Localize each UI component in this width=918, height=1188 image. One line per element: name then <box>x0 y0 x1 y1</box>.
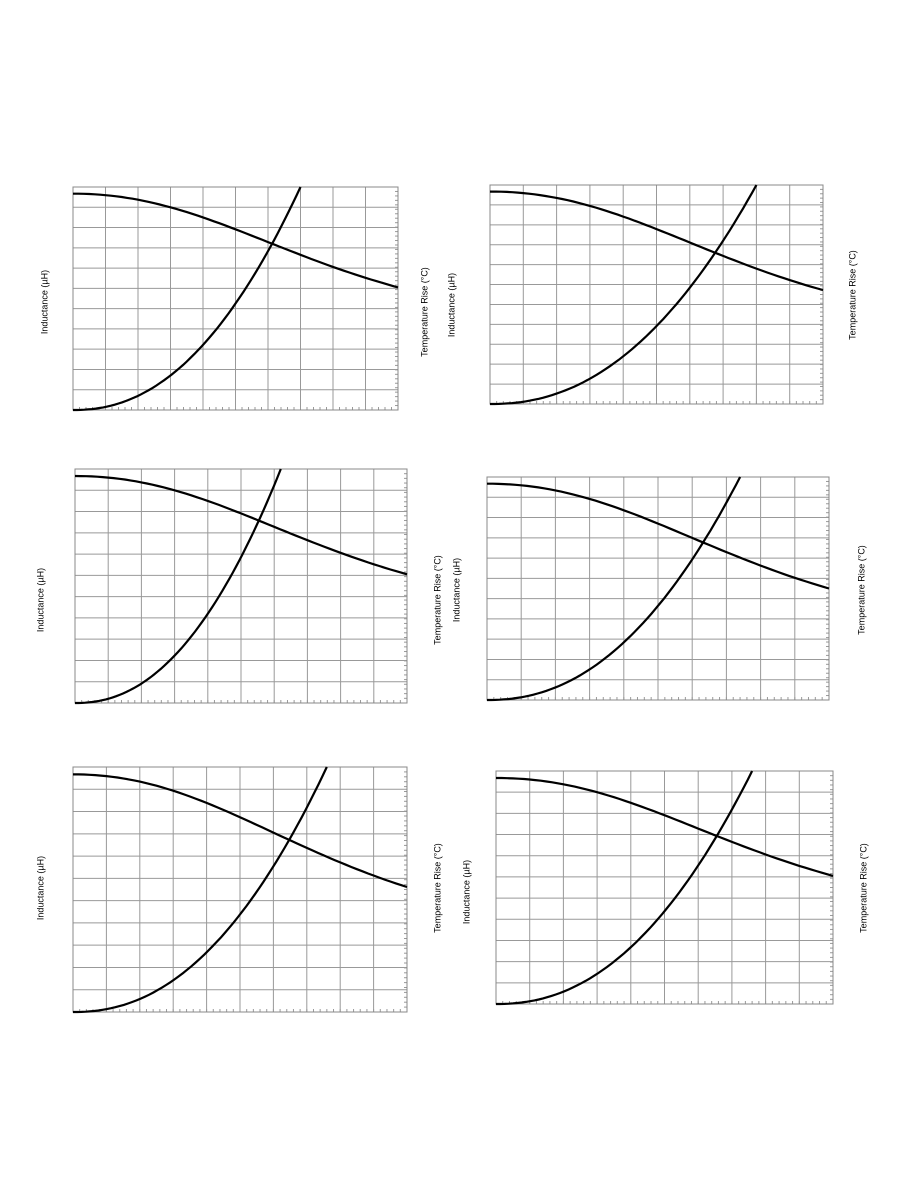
temperature-curve <box>75 468 282 705</box>
plot-frame <box>495 770 834 1005</box>
y2-axis-label: Temperature Rise (°C) <box>856 545 866 635</box>
inductance-curve <box>487 482 830 590</box>
y2-axis-label: Temperature Rise (°C) <box>419 267 429 357</box>
plot-frame <box>72 766 408 1013</box>
temperature-curve <box>487 476 742 702</box>
plot-frame <box>489 184 824 405</box>
y2-axis-label: Temperature Rise (°C) <box>432 555 442 645</box>
y2-axis-label: Temperature Rise (°C) <box>847 250 857 340</box>
temperature-curve <box>496 770 754 1006</box>
y-axis-label: Inductance (µH) <box>461 860 471 924</box>
temperature-curve <box>73 766 328 1014</box>
y-axis-label: Inductance (µH) <box>39 270 49 334</box>
inductance-curve <box>490 190 824 292</box>
y-axis-label: Inductance (µH) <box>451 558 461 622</box>
inductance-curve <box>73 192 399 289</box>
y-axis-label: Inductance (µH) <box>35 568 45 632</box>
plot-frame <box>74 468 408 704</box>
inductance-curve <box>73 773 408 889</box>
y2-axis-label: Temperature Rise (°C) <box>432 843 442 933</box>
temperature-curve <box>490 184 758 406</box>
inductance-curve <box>74 474 408 576</box>
y2-axis-label: Temperature Rise (°C) <box>858 843 868 933</box>
y-axis-label: Inductance (µH) <box>446 273 456 337</box>
plot-frame <box>72 186 399 411</box>
y-axis-label: Inductance (µH) <box>35 856 45 920</box>
temperature-curve <box>73 186 302 412</box>
inductance-curve <box>496 776 834 877</box>
